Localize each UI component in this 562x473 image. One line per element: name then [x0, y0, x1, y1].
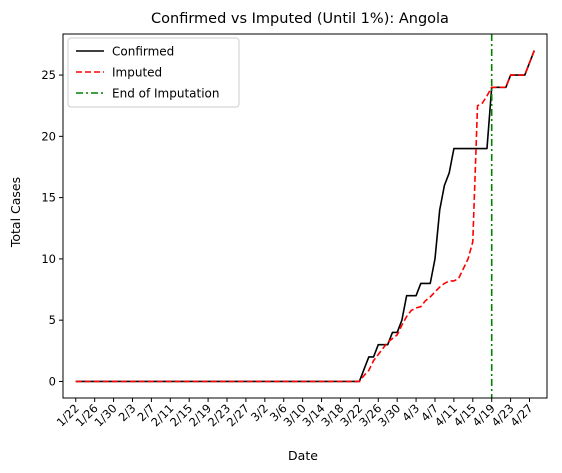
- x-axis-label: Date: [288, 448, 318, 463]
- chart-title: Confirmed vs Imputed (Until 1%): Angola: [151, 11, 449, 27]
- series-line-1: [75, 50, 535, 383]
- y-tick-label: 10: [41, 252, 56, 266]
- plot-area: [62, 33, 548, 399]
- legend-label-2: End of Imputation: [112, 87, 220, 101]
- y-tick-label: 0: [49, 374, 56, 388]
- legend-box: [67, 37, 240, 108]
- x-tick-label: 4/27: [507, 401, 535, 429]
- legend-label-0: Confirmed: [112, 45, 174, 59]
- legend: Confirmed Imputed End of Imputation: [67, 37, 240, 108]
- y-tick-label: 5: [49, 313, 56, 327]
- plot-frame: [62, 33, 548, 399]
- axis-ticks: 05101520251/221/261/302/32/72/112/152/19…: [41, 68, 535, 429]
- y-axis-label: Total Cases: [8, 177, 23, 248]
- y-tick-label: 20: [41, 129, 56, 143]
- y-tick-label: 25: [41, 68, 56, 82]
- y-tick-label: 15: [41, 191, 56, 205]
- legend-label-1: Imputed: [112, 66, 162, 80]
